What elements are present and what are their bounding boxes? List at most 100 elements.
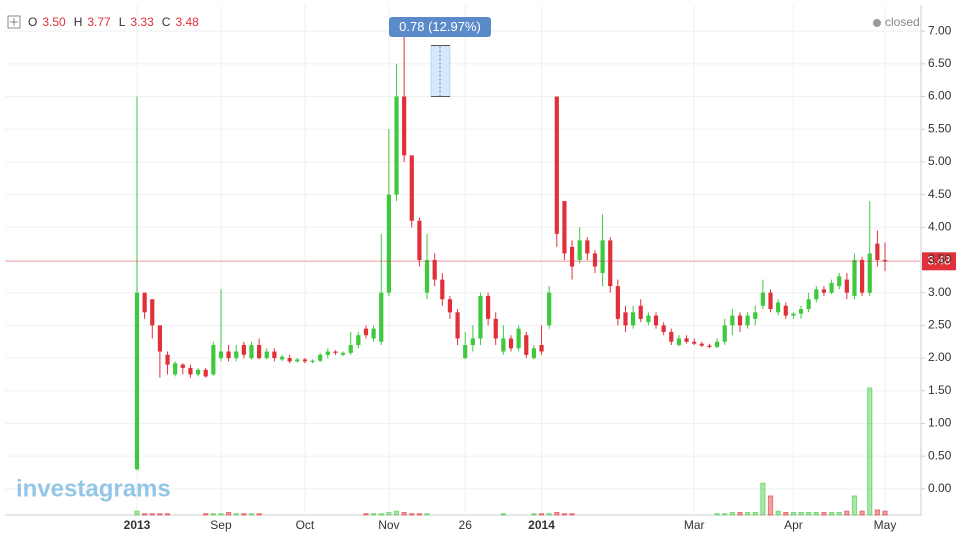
x-tick-label: 2013: [124, 518, 151, 532]
candle-body: [531, 348, 536, 359]
last-price-label: 3.48: [927, 253, 951, 267]
y-tick-label: 3.00: [928, 285, 952, 299]
x-tick-label: Sep: [210, 518, 232, 532]
y-tick-label: 5.50: [928, 121, 952, 135]
candle-body: [676, 338, 682, 345]
ohlc-key: L: [119, 15, 126, 29]
x-tick-label: Mar: [684, 518, 705, 532]
candle-body: [478, 295, 483, 339]
y-tick-label: 5.00: [928, 154, 952, 168]
volume-bar: [745, 511, 751, 516]
volume-bar: [416, 513, 423, 516]
candle-body: [340, 352, 346, 355]
candle-body: [776, 302, 781, 313]
watermark: investagrams: [16, 475, 171, 502]
ohlc-key: H: [74, 15, 83, 29]
volume-bar: [241, 513, 247, 516]
y-tick-label: 0.00: [928, 481, 952, 495]
candle-body: [852, 260, 857, 296]
volume-bar: [821, 511, 827, 516]
candle-body: [699, 343, 704, 346]
candle-body: [356, 335, 361, 345]
candle-body: [150, 299, 155, 326]
candle-body: [211, 345, 216, 375]
candle-body: [684, 338, 689, 342]
candle-body: [875, 243, 880, 260]
status: closed: [885, 15, 920, 29]
candle-body: [134, 292, 140, 470]
candle-body: [379, 292, 384, 342]
candle-body: [409, 155, 414, 221]
volume-bar: [531, 513, 537, 516]
candle-body: [806, 299, 811, 310]
candle-body: [241, 345, 246, 355]
candle-body: [310, 360, 315, 362]
candles: [134, 31, 888, 471]
volume-bar: [546, 513, 552, 516]
volume-bar: [248, 513, 255, 516]
ohlc-key: O: [28, 15, 37, 29]
candle-body: [814, 289, 819, 300]
x-tick-label: May: [874, 518, 897, 532]
candle-body: [226, 351, 231, 359]
ohlc-value: 3.33: [130, 15, 154, 29]
volume-bar: [767, 495, 774, 516]
volume-bar: [157, 513, 163, 516]
y-tick-label: 7.00: [928, 23, 952, 37]
candle-body: [547, 292, 552, 326]
volume-bar: [813, 511, 819, 516]
candle-body: [173, 363, 178, 375]
volume-bar: [554, 511, 560, 516]
settings-icon[interactable]: [7, 15, 21, 29]
candle-body: [798, 309, 804, 314]
candle-body: [585, 240, 590, 254]
x-tick-label: Nov: [378, 518, 399, 532]
candle-body: [486, 295, 491, 319]
candle-body: [592, 253, 598, 267]
candle-body: [615, 286, 620, 319]
volume-bar: [401, 511, 407, 516]
candle-body: [844, 279, 849, 293]
volume-bar: [752, 511, 758, 516]
volume-bar: [256, 513, 262, 516]
candle-body: [882, 260, 888, 262]
candle-body: [302, 359, 308, 362]
candle-body: [203, 369, 208, 377]
candle-body: [730, 315, 735, 326]
candle-body: [195, 369, 201, 375]
candle-body: [318, 354, 323, 361]
y-tick-label: 1.00: [928, 416, 952, 430]
x-tick-label: Apr: [784, 518, 803, 532]
candle-body: [707, 345, 712, 347]
candle-body: [569, 246, 575, 267]
candle-body: [188, 367, 193, 375]
volume-bar: [164, 513, 171, 516]
volume-bar: [424, 513, 430, 516]
y-tick-label: 4.50: [928, 187, 952, 201]
y-tick-label: 6.50: [928, 56, 952, 70]
candle-body: [463, 345, 468, 359]
volume: [134, 387, 888, 516]
candle-body: [501, 338, 506, 352]
candle-body: [447, 299, 453, 313]
volume-bar: [538, 513, 545, 516]
candle-body: [272, 351, 277, 359]
candle-body: [493, 318, 498, 339]
y-tick-label: 1.50: [928, 383, 952, 397]
candle-body: [333, 351, 338, 353]
ohlc-value: 3.50: [42, 15, 66, 29]
volume-bar: [134, 510, 140, 516]
candle-body: [508, 338, 514, 349]
volume-bar: [798, 511, 804, 516]
candle-body: [325, 351, 330, 355]
candle-body: [722, 325, 727, 342]
volume-bar: [844, 510, 850, 516]
candle-body: [760, 292, 765, 306]
x-tick-label: 2014: [528, 518, 555, 532]
y-tick-label: 2.50: [928, 318, 952, 332]
candle-body: [577, 240, 582, 260]
volume-bar: [836, 511, 842, 516]
